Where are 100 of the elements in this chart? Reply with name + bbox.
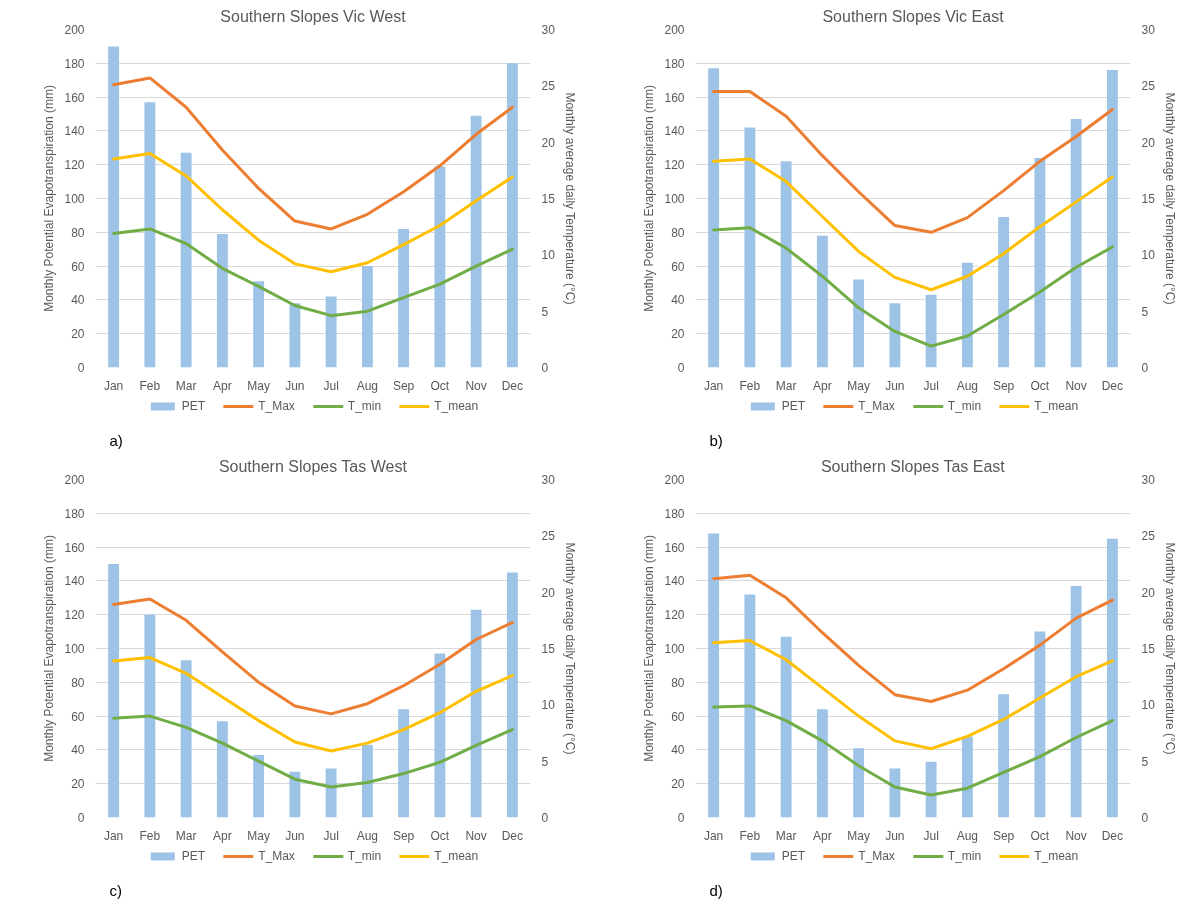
y-tick-label: 80	[671, 675, 685, 690]
bar	[253, 754, 265, 818]
x-tick-label: Jun	[285, 378, 305, 393]
y2-tick-label: 15	[541, 642, 556, 656]
x-tick-label: Jan	[103, 828, 124, 843]
y-tick-label: 40	[671, 743, 685, 758]
y-tick-label: 160	[64, 90, 85, 105]
x-tick-label: Jan	[703, 378, 724, 393]
bar	[816, 709, 828, 818]
x-tick-label: Oct	[1030, 828, 1050, 843]
y-tick-label: 100	[664, 192, 685, 206]
x-tick-label: Sep	[392, 828, 415, 843]
bar	[434, 166, 446, 368]
line-series	[712, 89, 1114, 234]
y-tick-label: 200	[664, 23, 685, 37]
y-tick-label: 200	[64, 473, 85, 487]
x-tick-label: Jan	[103, 378, 124, 393]
x-tick-label: Apr	[213, 828, 232, 843]
bar	[708, 533, 720, 818]
bar	[889, 768, 901, 818]
bar	[780, 161, 792, 368]
text: d)	[709, 881, 723, 899]
y-axis-title: Monthly Potential Evapotranspiration (mm)	[642, 85, 657, 312]
bar	[289, 303, 301, 368]
x-tick-label: Aug	[956, 378, 979, 393]
line-series	[112, 227, 514, 318]
y-tick-label: 20	[671, 777, 685, 792]
legend-label: T_mean	[434, 399, 479, 413]
y-tick-label: 0	[77, 361, 85, 375]
bar	[361, 744, 373, 818]
y-tick-label: 60	[71, 259, 85, 274]
x-tick-label: Sep	[392, 378, 415, 393]
y-tick-label: 160	[664, 90, 685, 105]
bar	[216, 721, 228, 818]
y2-tick-label: 20	[541, 135, 556, 150]
y2-axis-title: Monthly average daily Temperature (°C)	[562, 92, 577, 305]
y-tick-label: 20	[71, 327, 85, 342]
bar	[1070, 585, 1082, 818]
y-tick-label: 140	[64, 124, 85, 139]
y-tick-label: 100	[64, 192, 85, 206]
y-tick-label: 100	[64, 642, 85, 656]
line-series	[112, 151, 514, 274]
bar	[1034, 157, 1046, 368]
bar	[925, 294, 937, 368]
x-tick-label: Feb	[139, 378, 161, 393]
legend-label: PET	[181, 849, 206, 863]
bar	[744, 594, 756, 818]
bar	[998, 217, 1010, 368]
bar	[925, 761, 937, 818]
bar	[108, 46, 120, 368]
x-tick-label: Jan	[703, 828, 724, 843]
y2-tick-label: 10	[1141, 248, 1156, 263]
y-tick-label: 160	[64, 540, 85, 555]
bar	[470, 609, 482, 818]
y-tick-label: 120	[664, 608, 685, 623]
x-tick-label: Apr	[813, 828, 832, 843]
y-tick-label: 120	[64, 158, 85, 173]
y2-tick-label: 0	[541, 811, 549, 825]
y-tick-label: 0	[677, 811, 685, 825]
y2-tick-label: 0	[1141, 811, 1149, 825]
bar	[1106, 70, 1118, 368]
x-tick-label: Feb	[739, 378, 761, 393]
bar	[708, 68, 720, 368]
x-tick-label: Nov	[1065, 828, 1087, 843]
x-tick-label: Jul	[923, 828, 939, 843]
y-tick-label: 80	[71, 225, 85, 240]
bar	[506, 572, 518, 818]
bar	[744, 127, 756, 368]
line-series	[712, 226, 1114, 348]
y2-tick-label: 25	[541, 529, 556, 544]
y-tick-label: 180	[664, 506, 685, 521]
y-axis-title: Monthly Potential Evapotranspiration (mm)	[42, 535, 57, 762]
y-tick-label: 160	[664, 540, 685, 555]
bar	[325, 296, 337, 368]
y-tick-label: 60	[71, 709, 85, 724]
line-series	[712, 157, 1114, 292]
bar	[144, 102, 156, 368]
legend-label: T_mean	[1034, 399, 1079, 413]
y-tick-label: 180	[64, 56, 85, 71]
y-tick-label: 20	[71, 777, 85, 792]
text: c)	[109, 881, 122, 899]
legend-label: T_Max	[258, 399, 295, 413]
bar	[889, 303, 901, 368]
bar	[216, 233, 228, 368]
y2-tick-label: 5	[541, 304, 549, 319]
y2-axis-title: Monthly average daily Temperature (°C)	[1162, 542, 1177, 755]
x-tick-label: Feb	[739, 828, 761, 843]
x-tick-label: Jul	[923, 378, 939, 393]
bar	[1034, 631, 1046, 818]
chart-title: Southern Slopes Vic East	[822, 7, 1005, 25]
x-tick-label: Aug	[956, 828, 979, 843]
x-tick-label: May	[247, 378, 270, 393]
x-tick-label: May	[247, 828, 270, 843]
y2-tick-label: 15	[1141, 642, 1156, 656]
y2-tick-label: 0	[541, 361, 549, 375]
bar	[108, 564, 120, 818]
x-tick-label: Mar	[775, 828, 797, 843]
y-tick-label: 80	[71, 675, 85, 690]
bar	[144, 614, 156, 818]
line-series	[112, 597, 514, 716]
